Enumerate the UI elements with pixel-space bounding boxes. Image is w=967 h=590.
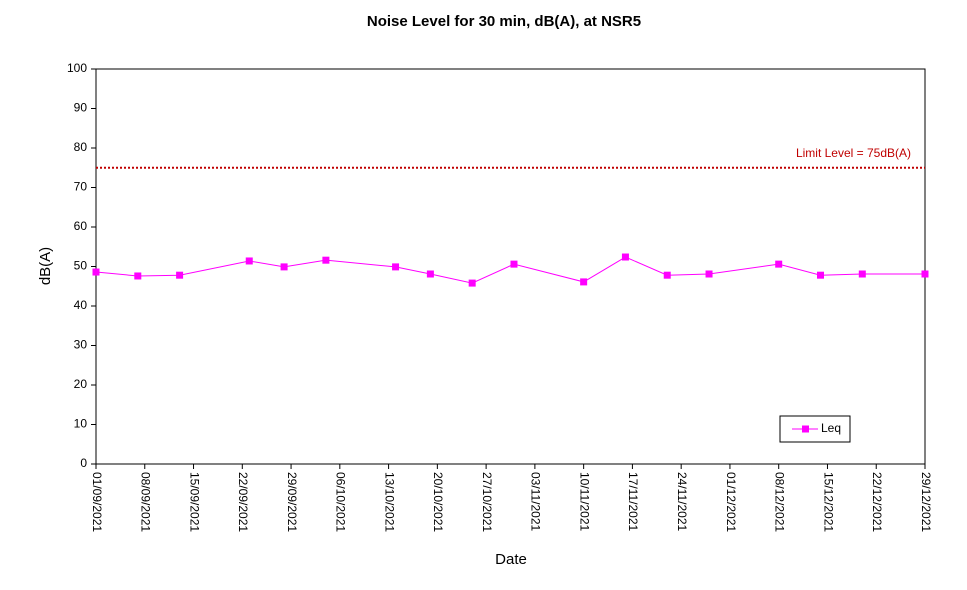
x-tick-label: 08/12/2021: [773, 472, 787, 532]
data-point: [621, 253, 629, 261]
x-tick-label: 20/10/2021: [431, 472, 445, 532]
x-tick-label: 10/11/2021: [577, 472, 591, 531]
series-line: [95, 256, 925, 284]
data-point: [858, 270, 866, 278]
legend-marker: [802, 425, 809, 433]
data-point: [134, 272, 142, 280]
data-point: [510, 260, 518, 268]
x-tick-label: 17/11/2021: [626, 472, 640, 531]
x-tick-label: 06/10/2021: [334, 472, 348, 532]
y-tick-label: 90: [74, 101, 88, 115]
legend-label: Leq: [821, 421, 841, 435]
y-tick-label: 40: [74, 298, 88, 312]
y-tick-label: 0: [80, 456, 87, 470]
x-axis-label: Date: [495, 551, 527, 568]
y-axis-label: dB(A): [37, 247, 54, 285]
data-point: [392, 263, 400, 271]
x-tick-label: 27/10/2021: [480, 472, 494, 532]
x-tick-label: 15/09/2021: [187, 472, 201, 532]
data-point: [817, 271, 825, 279]
y-tick-label: 80: [74, 140, 88, 154]
y-tick-label: 20: [74, 377, 88, 391]
data-point: [580, 278, 588, 286]
data-point: [775, 260, 783, 268]
y-tick-label: 30: [74, 338, 88, 352]
x-tick-label: 24/11/2021: [675, 472, 689, 531]
data-point: [322, 256, 330, 264]
x-tick-label: 22/09/2021: [236, 472, 250, 532]
x-tick-label: 08/09/2021: [139, 472, 153, 532]
y-tick-label: 70: [74, 180, 88, 194]
y-tick-label: 50: [74, 259, 88, 273]
data-point: [176, 271, 184, 279]
data-point: [245, 257, 253, 265]
data-point: [92, 268, 100, 276]
data-point: [280, 263, 288, 271]
x-tick-label: 03/11/2021: [529, 472, 543, 531]
data-point: [426, 270, 434, 278]
data-point: [705, 270, 713, 278]
x-tick-label: 13/10/2021: [382, 472, 396, 532]
x-tick-label: 22/12/2021: [870, 472, 884, 532]
chart-title: Noise Level for 30 min, dB(A), at NSR5: [367, 13, 641, 30]
y-tick-label: 60: [74, 219, 88, 233]
y-tick-label: 100: [67, 61, 87, 75]
data-point: [468, 279, 476, 287]
x-tick-label: 01/12/2021: [724, 472, 738, 532]
y-tick-label: 10: [74, 417, 88, 431]
x-tick-label: 01/09/2021: [90, 472, 104, 532]
x-tick-label: 15/12/2021: [821, 472, 835, 532]
x-tick-label: 29/12/2021: [919, 472, 933, 532]
data-point: [663, 271, 671, 279]
x-tick-label: 29/09/2021: [285, 472, 299, 532]
limit-label: Limit Level = 75dB(A): [796, 146, 911, 160]
data-point: [921, 270, 929, 278]
